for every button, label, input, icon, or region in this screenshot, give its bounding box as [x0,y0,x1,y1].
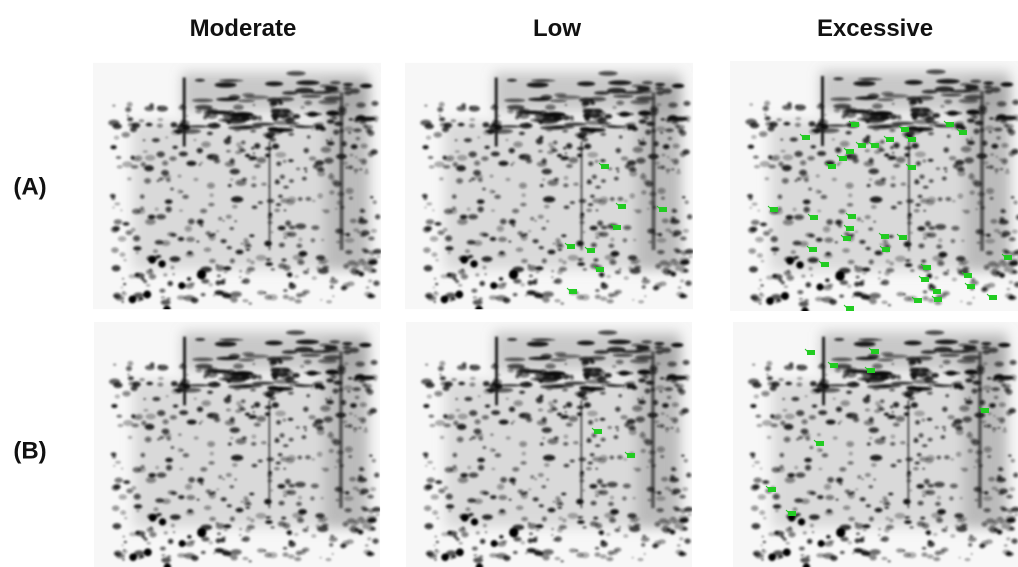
spot-marker [788,511,796,516]
spot-marker [830,363,838,368]
spot-marker [946,122,954,127]
spot-marker [933,289,941,294]
spot-marker [601,164,609,169]
spot-marker [627,453,635,458]
column-header: Moderate [190,15,297,42]
spot-marker [659,207,667,212]
spot-marker [613,225,621,230]
spot-marker [886,137,894,142]
spot-marker [809,247,817,252]
spot-marker [882,247,890,252]
spot-marker [846,306,854,311]
gel-image [730,61,1018,315]
gel-image [405,63,694,313]
row-label: (A) [13,173,46,200]
spot-marker [851,122,859,127]
spot-marker [802,135,810,140]
spot-marker [770,207,778,212]
spot-marker [964,273,972,278]
spot-marker [871,349,879,354]
spot-marker [846,226,854,231]
gel-image [406,322,693,567]
gel-image [93,63,382,313]
spot-marker [959,130,967,135]
spot-marker [816,441,824,446]
spot-marker [901,127,909,132]
gel-panels [93,61,1018,567]
spot-marker [567,244,575,249]
spot-marker [908,165,916,170]
spot-marker [1004,255,1012,260]
spot-marker [594,429,602,434]
spot-marker [934,297,942,302]
spot-marker [821,262,829,267]
spot-marker [899,235,907,240]
spot-marker [768,487,776,492]
gel-image [94,322,381,567]
spot-marker [858,143,866,148]
spot-marker [848,214,856,219]
spot-marker [881,234,889,239]
spot-marker [839,156,847,161]
column-header: Low [533,15,581,42]
spot-marker [867,368,875,373]
spot-marker [914,298,922,303]
spot-marker [843,236,851,241]
spot-marker [989,295,997,300]
spot-marker [923,265,931,270]
spot-marker [810,215,818,220]
spot-marker [846,149,854,154]
spot-marker [967,284,975,289]
spot-marker [981,408,989,413]
spot-marker [569,289,577,294]
column-header: Excessive [817,15,933,42]
spot-marker [871,143,879,148]
spot-marker [587,248,595,253]
spot-marker [921,277,929,282]
gel-image [733,322,1018,567]
spot-marker [618,204,626,209]
row-label: (B) [13,437,46,464]
spot-marker [807,350,815,355]
spot-marker [596,267,604,272]
spot-marker [908,137,916,142]
spot-marker [828,164,836,169]
